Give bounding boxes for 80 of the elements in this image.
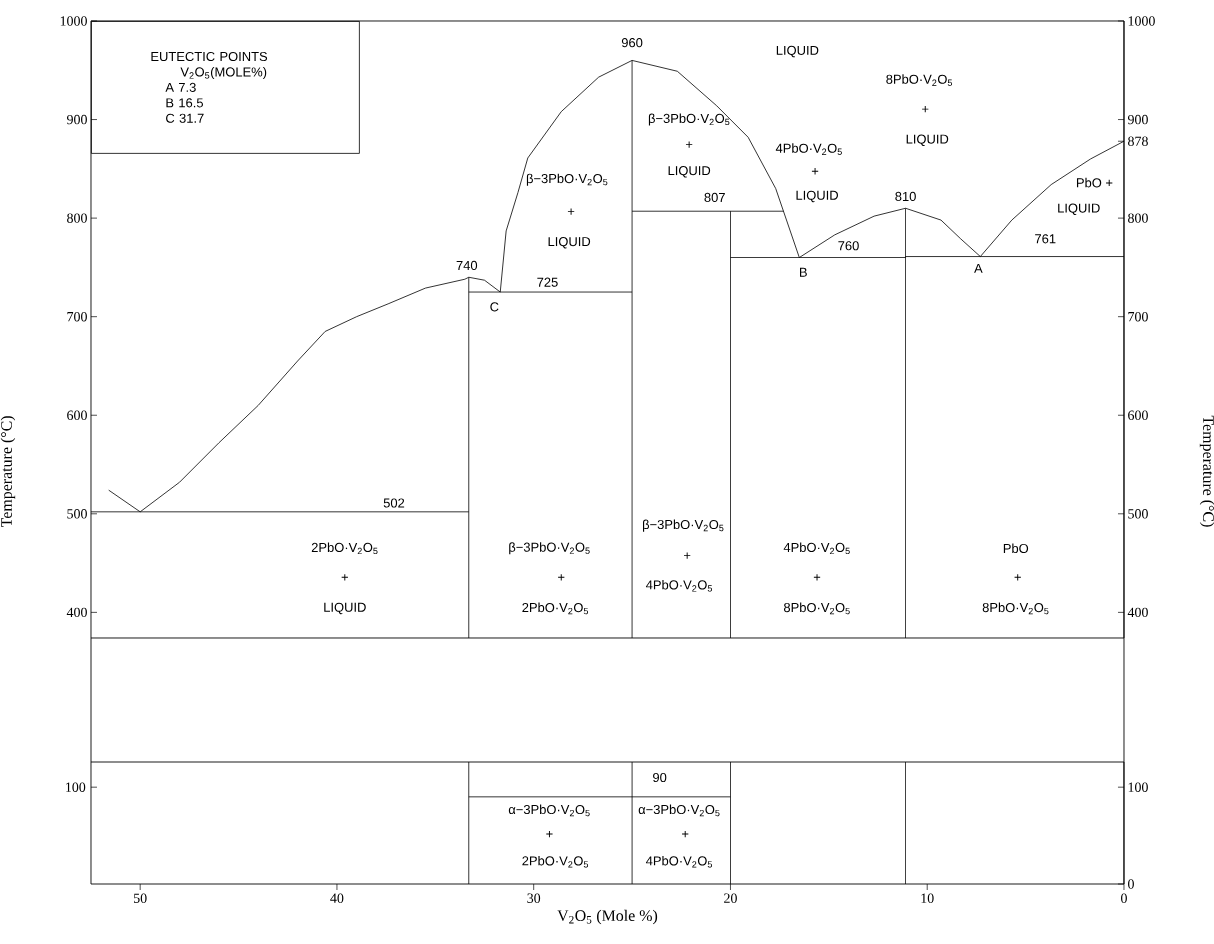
annotation: β−3PbO·V$_{2}$O$_{5}$: [648, 113, 730, 126]
annotation: 4PbO·V$_{2}$O$_{5}$: [775, 143, 842, 155]
annotation: 760: [838, 241, 859, 251]
y2-tick-label: 400: [1127, 607, 1148, 618]
y2-tick-label: 878: [1128, 136, 1148, 146]
y-tick-label: 1000: [60, 16, 87, 26]
y2-tick-label: 0: [1128, 879, 1134, 889]
y-tick-label: 800: [67, 213, 87, 223]
annotation: A 7.3: [165, 82, 196, 92]
annotation: PbO: [1003, 543, 1029, 554]
annotation: β−3PbO·V$_{2}$O$_{5}$: [526, 173, 608, 186]
y2-tick-label: 100: [1128, 782, 1148, 792]
y2-tick-label: 800: [1128, 213, 1148, 223]
annotation: +: [685, 141, 693, 148]
annotation: B 16.5: [166, 98, 203, 108]
annotation: +: [558, 574, 565, 581]
y-tick-label: 700: [67, 311, 87, 322]
annotation: B: [800, 267, 807, 277]
y-tick-label: 900: [67, 114, 87, 125]
annotation: +: [813, 574, 821, 581]
annotation: 8PbO·V$_{2}$O$_{5}$: [886, 74, 953, 86]
annotation: +: [922, 105, 929, 113]
y2-tick-label: 1000: [1128, 16, 1155, 26]
x-tick-label: 40: [330, 893, 344, 903]
y2-tick-label: 900: [1127, 114, 1148, 125]
y2-tick-label: 600: [1128, 410, 1148, 420]
annotation: β−3PbO·V$_{2}$O$_{5}$: [643, 519, 724, 532]
annotation: +: [567, 208, 575, 215]
annotation: EUTECTIC POINTS: [151, 51, 268, 62]
annotation: 4PbO·V$_{2}$O$_{5}$: [645, 855, 713, 868]
annotation: C: [490, 302, 499, 312]
y-tick-label: 600: [67, 410, 87, 420]
annotation: LIQUID: [324, 602, 366, 615]
annotation: 8PbO·V$_{2}$O$_{5}$: [783, 602, 850, 615]
annotation: LIQUID: [776, 45, 819, 58]
y-tick-label: 500: [67, 509, 87, 519]
annotation: 2PbO·V$_{2}$O$_{5}$: [522, 855, 589, 868]
y2-tick-label: 700: [1128, 311, 1148, 322]
x-tick-label: 0: [1121, 893, 1127, 903]
annotation: A: [974, 263, 983, 273]
annotation: β−3PbO·V$_{2}$O$_{5}$: [509, 542, 590, 555]
annotation: 4PbO·V$_{2}$O$_{5}$: [645, 579, 713, 592]
annotation: 810: [895, 191, 916, 202]
text: 100: [66, 782, 86, 792]
annotation: 4PbO·V$_{2}$O$_{5}$: [783, 542, 850, 555]
annotation: LIQUID: [548, 237, 591, 249]
annotation: 502: [383, 498, 405, 508]
x-axis-title: V$_{2}$O$_{5}$ (Mole %): [557, 909, 658, 925]
y-tick-label: 400: [66, 607, 87, 618]
annotation: 8PbO·V$_{2}$O$_{5}$: [982, 602, 1049, 615]
annotation: 725: [537, 277, 558, 287]
annotation: 761: [1035, 234, 1056, 244]
annotation: 2PbO·V$_{2}$O$_{5}$: [311, 542, 378, 555]
annotation: +: [684, 552, 691, 559]
annotation: 90: [653, 772, 667, 783]
y-axis-title: Temperature (°C): [0, 416, 16, 528]
x-tick-label: 20: [724, 893, 737, 903]
annotation: C 31.7: [166, 113, 204, 123]
annotation: V$_{2}$O$_{5}$(MOLE%): [180, 67, 267, 80]
annotation: 960: [621, 38, 643, 48]
y2-tick-label: 500: [1128, 509, 1148, 519]
annotation: α−3PbO·V$_{2}$O$_{5}$: [638, 804, 720, 817]
annotation: 2PbO·V$_{2}$O$_{5}$: [522, 602, 589, 615]
annotation: +: [811, 168, 819, 175]
y2-axis-title: Temperature (°C): [1199, 415, 1214, 527]
annotation: 740: [456, 260, 478, 271]
annotation: +: [1014, 574, 1021, 581]
x-tick-label: 30: [527, 893, 541, 903]
annotation: LIQUID: [906, 134, 949, 146]
annotation: α−3PbO·V$_{2}$O$_{5}$: [508, 804, 590, 817]
annotation: +: [546, 830, 553, 838]
annotation: PbO +: [1076, 177, 1113, 188]
annotation: LIQUID: [796, 190, 838, 203]
annotation: LIQUID: [668, 166, 711, 178]
annotation: 807: [704, 192, 725, 202]
annotation: +: [682, 830, 689, 838]
x-tick-label: 50: [134, 893, 147, 903]
annotation: +: [341, 574, 348, 581]
x-tick-label: 10: [921, 893, 934, 903]
annotation: LIQUID: [1058, 203, 1100, 215]
